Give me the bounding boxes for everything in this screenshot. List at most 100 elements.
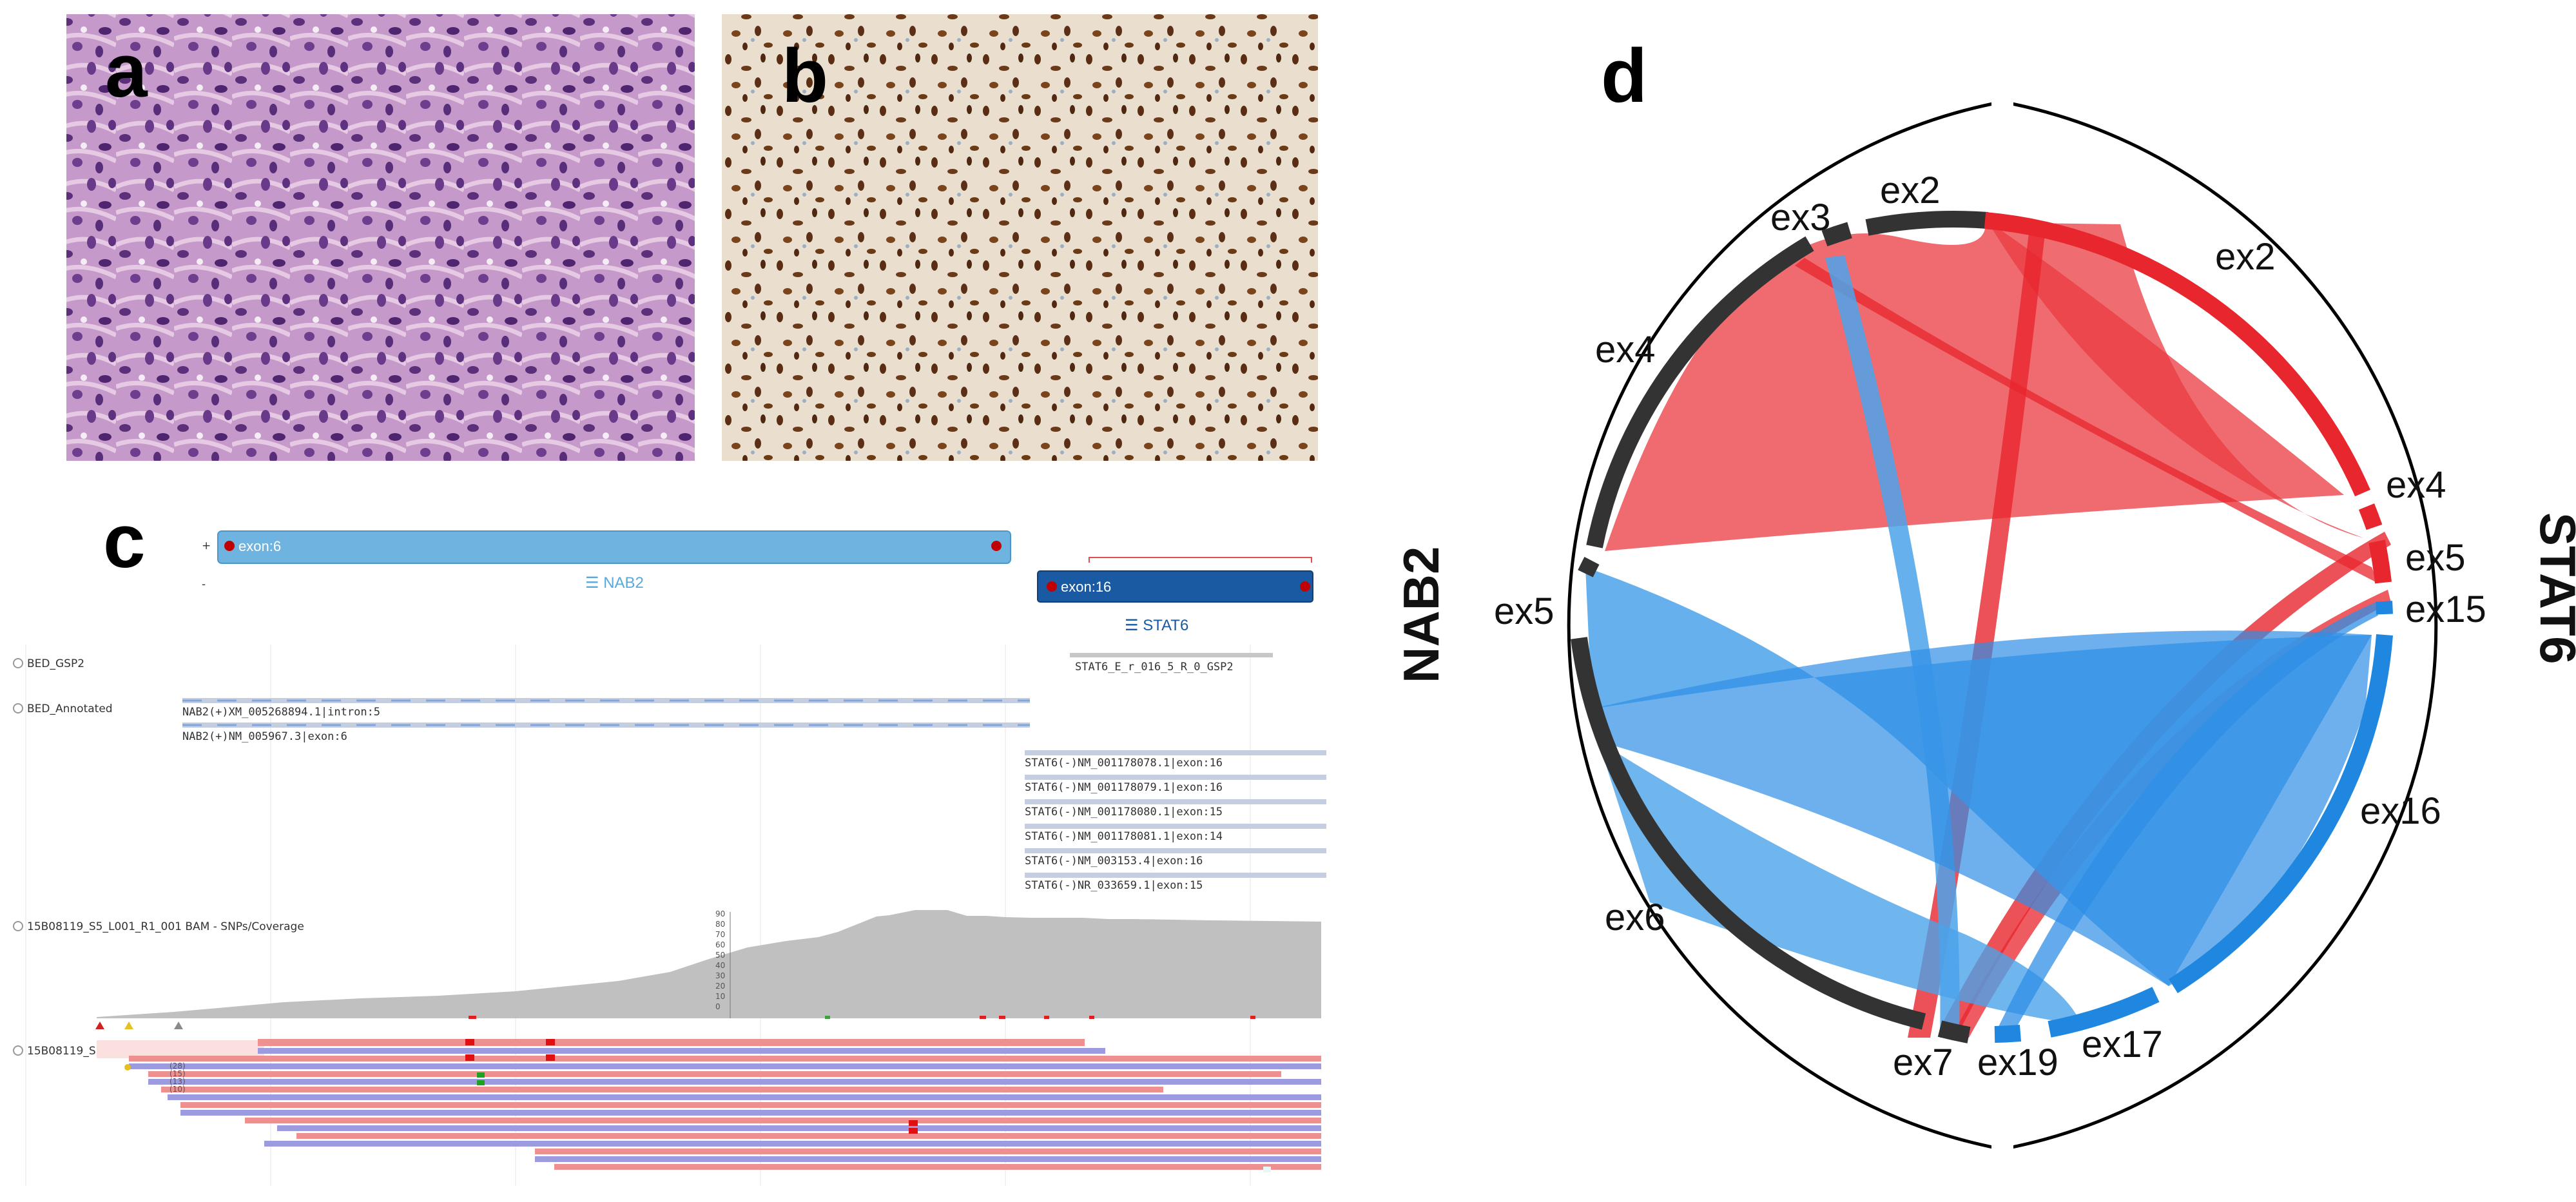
ribbon-ex2-ex4[interactable] (1988, 222, 2364, 538)
strand-plus: + (202, 539, 211, 552)
variant-marker (465, 1039, 474, 1045)
svg-text:20: 20 (715, 982, 725, 991)
stat6-ex15-arc[interactable] (2376, 601, 2393, 615)
stat6-transcript-bar[interactable] (1025, 873, 1326, 878)
nab2-gene-label: NAB2 (603, 574, 644, 592)
stat6-ex2-arc[interactable] (1984, 212, 2370, 497)
nab2-transcript-label: NAB2(+)NM_005967.3|exon:6 (182, 730, 347, 743)
nab2-ex5-arc[interactable] (1578, 557, 1600, 577)
contig-read[interactable] (535, 1156, 1321, 1162)
pin-icon[interactable] (124, 1022, 133, 1029)
stat6-transcript-bar[interactable] (1025, 848, 1326, 853)
ribbon-ex15-ex19[interactable] (1995, 603, 2378, 1038)
gene-label-stat6: STAT6 (2530, 512, 2576, 664)
contig-count: (10) (169, 1085, 186, 1094)
coverage-area (97, 910, 1321, 1018)
contig-read[interactable] (258, 1039, 1085, 1046)
stat6-ex5-label: ex5 (2405, 537, 2466, 579)
contig-read[interactable] (180, 1110, 1321, 1116)
nab2-ex3-arc[interactable] (1821, 222, 1852, 247)
track-name-bed-gsp2: BED_GSP2 (27, 657, 84, 670)
pin-icon[interactable] (174, 1022, 183, 1029)
strand-minus: - (202, 578, 206, 591)
contig-read[interactable] (245, 1118, 1321, 1123)
stat6-ex16-arc[interactable] (2169, 634, 2393, 993)
stat6-ex17-arc[interactable] (2048, 987, 2160, 1038)
nab2-ex4-arc[interactable] (1586, 236, 1814, 548)
contig-read[interactable] (148, 1071, 1281, 1077)
contig-read[interactable] (168, 1094, 1321, 1100)
stat6-transcript-bar[interactable] (1025, 775, 1326, 780)
list-icon: ☰ (585, 574, 603, 592)
stat6-transcript-bar[interactable] (1025, 750, 1326, 755)
ribbon-ex3-ex5[interactable] (1795, 258, 2378, 583)
stat6-ex15-label: ex15 (2405, 588, 2486, 630)
nab2-ex6-arc[interactable] (1571, 637, 1926, 1030)
track-bam-coverage[interactable]: 15B08119_S5_L001_R1_001 BAM - SNPs/Cover… (13, 920, 304, 933)
stat6-strand-arrow (1089, 557, 1312, 563)
contig-read[interactable] (277, 1125, 1321, 1131)
nab2-gene-link[interactable]: ☰ NAB2 (585, 574, 644, 592)
contig-reads: (28) (15) (13) (10) (97, 1039, 1321, 1172)
list-icon: ☰ (1125, 617, 1143, 634)
track-toggle-icon[interactable] (13, 921, 23, 931)
svg-text:40: 40 (715, 961, 725, 970)
nab2-ex2-arc[interactable] (1865, 211, 1988, 236)
pin-icon[interactable] (95, 1022, 104, 1029)
track-bed-gsp2[interactable]: BED_GSP2 (13, 657, 84, 670)
outer-ring-right (2002, 100, 2438, 1151)
stat6-ex19-arc[interactable] (1994, 1025, 2022, 1043)
contig-read[interactable] (264, 1141, 1321, 1147)
ribbon-ex6-ex17[interactable] (1598, 741, 2082, 1025)
track-toggle-icon[interactable] (13, 658, 23, 668)
track-toggle-icon[interactable] (13, 703, 23, 713)
gene-label-nab2: NAB2 (1393, 547, 1449, 683)
stat6-exon-bar[interactable] (1037, 570, 1313, 603)
stat6-ex4-arc[interactable] (2358, 503, 2383, 530)
nab2-ex3-label: ex3 (1770, 197, 1831, 238)
ribbon-ex2-ex7[interactable] (1908, 222, 2046, 1038)
track-name-bam: 15B08119_S5_L001_R1_001 BAM - SNPs/Cover… (27, 920, 304, 933)
contig-read[interactable] (535, 1149, 1321, 1154)
nab2-ex2-label: ex2 (1880, 170, 1941, 211)
contig-read[interactable] (296, 1133, 1321, 1139)
nab2-exon-bar[interactable] (217, 530, 1011, 564)
nab2-exon-end-dot (991, 541, 1002, 551)
stat6-transcript-label: STAT6(-)NM_001178081.1|exon:14 (1025, 830, 1223, 843)
nab2-transcript-2[interactable]: NAB2(+)NM_005967.3|exon:6 (182, 722, 1030, 743)
svg-text:10: 10 (715, 992, 725, 1001)
contig-read[interactable] (161, 1087, 1163, 1092)
contig-read[interactable] (129, 1063, 1321, 1069)
nab2-ex7-arc[interactable] (1937, 1020, 1971, 1043)
panel-label-a: a (105, 28, 148, 113)
stat6-transcript-bar[interactable] (1025, 799, 1326, 804)
contig-count: (13) (169, 1077, 186, 1086)
track-toggle-icon[interactable] (13, 1045, 23, 1056)
svg-text:90: 90 (715, 909, 725, 918)
contig-read[interactable] (129, 1056, 1321, 1061)
stat6-gene-link[interactable]: ☰ STAT6 (1125, 617, 1188, 634)
nab2-transcript-1[interactable]: NAB2(+)XM_005268894.1|intron:5 (182, 698, 1030, 719)
svg-text:60: 60 (715, 940, 725, 949)
ribbon-ex6-ex16[interactable] (1592, 630, 2372, 986)
variant-marker (909, 1128, 918, 1134)
track-bed-annotated[interactable]: BED_Annotated (13, 703, 113, 715)
panel-label-c: c (103, 499, 146, 584)
contig-read[interactable] (148, 1079, 1321, 1085)
stat6-transcripts: STAT6(-)NM_001178078.1|exon:16 STAT6(-)N… (1025, 750, 1326, 892)
nab2-exon-start-dot (224, 541, 235, 551)
stat6-transcript-bar[interactable] (1025, 824, 1326, 829)
stat6-ex16-label: ex16 (2360, 790, 2441, 832)
stat6-gene-label: STAT6 (1143, 617, 1188, 634)
contig-read[interactable] (554, 1164, 1321, 1170)
contig-read[interactable] (180, 1102, 1321, 1108)
gsp2-feature[interactable] (1070, 653, 1273, 657)
contig-read[interactable] (1263, 1167, 1271, 1172)
contig-count: (15) (169, 1069, 186, 1078)
svg-text:80: 80 (715, 920, 725, 929)
position-markers[interactable] (95, 1022, 183, 1029)
variant-marker (465, 1054, 474, 1061)
stat6-ex5-arc[interactable] (2368, 539, 2392, 584)
contig-read[interactable] (258, 1048, 1105, 1054)
contig-marker (124, 1064, 131, 1071)
